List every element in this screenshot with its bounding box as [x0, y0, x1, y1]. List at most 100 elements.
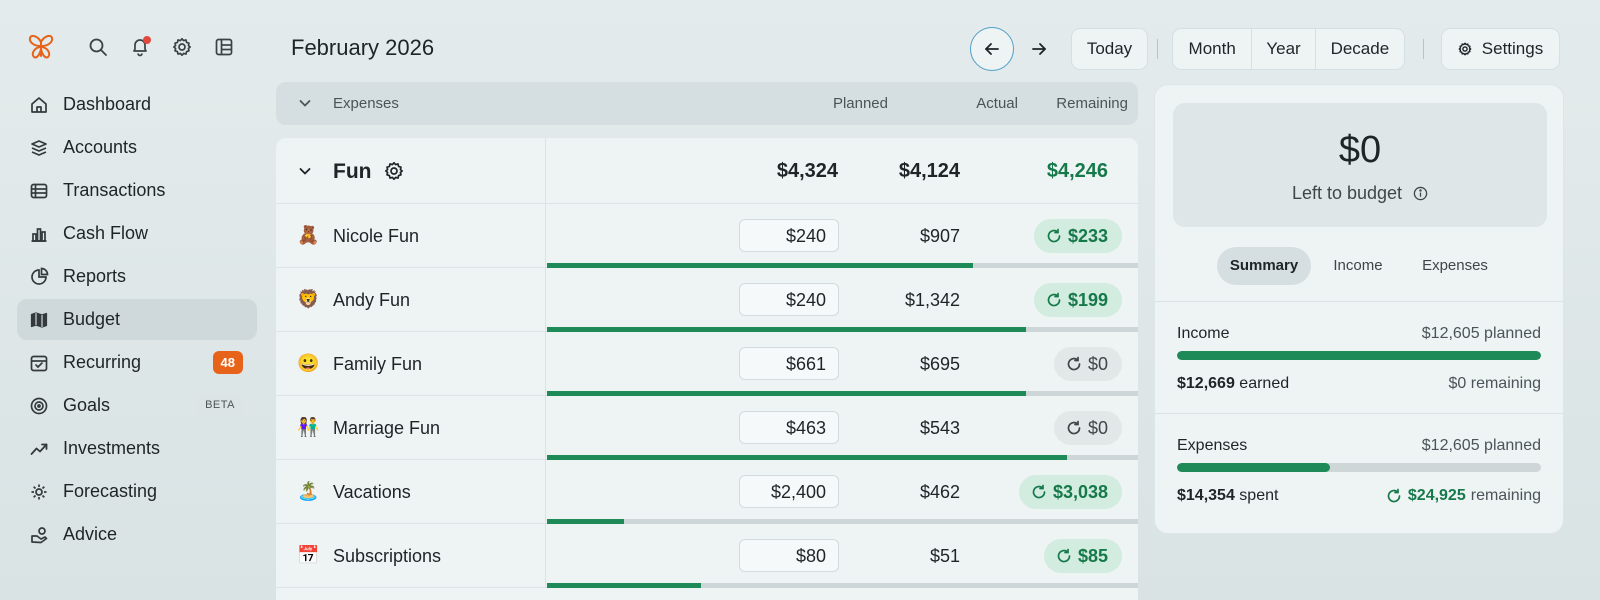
- sidebar-item-label: Recurring: [63, 352, 142, 372]
- category-name: Andy Fun: [333, 290, 411, 310]
- table-row[interactable]: 📅 Subscriptions $80 $51 $85: [276, 524, 1138, 588]
- remaining-pill[interactable]: $233: [1033, 219, 1122, 253]
- view-decade-button[interactable]: Decade: [1330, 39, 1390, 58]
- sidebar-item-advice[interactable]: Advice: [17, 514, 257, 555]
- remaining-pill[interactable]: $199: [1033, 283, 1122, 317]
- progress-fill: [547, 327, 1026, 332]
- arrow-right-icon: [1032, 43, 1046, 55]
- expenses-planned: $12,605 planned: [1421, 437, 1541, 454]
- category-emoji: 😀: [297, 353, 320, 373]
- reports-icon: [29, 267, 49, 287]
- sidebar-item-label: Advice: [63, 524, 118, 544]
- butterfly-logo-icon[interactable]: [26, 32, 56, 62]
- remaining-amount: $0: [1087, 353, 1108, 374]
- map-icon: [29, 310, 49, 330]
- category-emoji: 🧸: [297, 225, 320, 245]
- actual-amount[interactable]: $543: [919, 418, 960, 438]
- actual-amount[interactable]: $907: [919, 226, 960, 246]
- expenses-section-header[interactable]: Expenses Planned Actual Remaining: [276, 82, 1138, 125]
- progress-bar: [547, 263, 1138, 268]
- progress-bar: [547, 391, 1138, 396]
- actual-amount[interactable]: $51: [929, 546, 960, 566]
- tab-summary[interactable]: Summary: [1217, 247, 1311, 285]
- planned-amount-input[interactable]: $240: [739, 219, 839, 252]
- income-earned-suffix: earned: [1239, 375, 1290, 392]
- settings-button[interactable]: Settings: [1441, 28, 1560, 70]
- income-remaining: $0 remaining: [1448, 375, 1542, 392]
- sidebar-item-recurring[interactable]: Recurring 48: [17, 342, 257, 383]
- progress-fill: [547, 455, 1068, 460]
- progress-bar: [547, 583, 1138, 588]
- gear-icon[interactable]: [172, 37, 192, 57]
- info-icon[interactable]: [1413, 186, 1428, 201]
- remaining-pill[interactable]: $3,038: [1018, 475, 1122, 509]
- chevron-down-icon[interactable]: [298, 96, 312, 110]
- tab-income[interactable]: Income: [1333, 257, 1383, 274]
- bell-icon[interactable]: [130, 36, 151, 57]
- actual-amount[interactable]: $462: [919, 482, 960, 502]
- sidebar-item-dashboard[interactable]: Dashboard: [17, 84, 257, 125]
- remaining-pill[interactable]: $0: [1053, 347, 1122, 381]
- left-to-budget-amount: $0: [1338, 129, 1382, 171]
- sidebar-item-label: Accounts: [63, 137, 138, 157]
- view-year-button[interactable]: Year: [1252, 29, 1316, 69]
- group-name: Fun: [333, 160, 372, 183]
- search-icon[interactable]: [88, 37, 108, 57]
- rollover-icon: [1067, 420, 1081, 435]
- next-month-button[interactable]: [1028, 38, 1050, 60]
- row-label-cell: [276, 460, 546, 523]
- table-row[interactable]: 😀 Family Fun $661 $695 $0: [276, 332, 1138, 396]
- today-button[interactable]: Today: [1071, 28, 1148, 70]
- sidebar-item-label: Investments: [63, 438, 161, 458]
- expenses-remaining: $24,925 remaining: [1386, 487, 1541, 505]
- expenses-label: Expenses: [1177, 437, 1248, 454]
- gear-icon: [1458, 42, 1472, 56]
- planned-amount-input[interactable]: $80: [739, 539, 839, 572]
- planned-amount-input[interactable]: $661: [739, 347, 839, 380]
- group-row-fun[interactable]: Fun $4,324 $4,124 $4,246: [276, 138, 1138, 204]
- category-name: Family Fun: [333, 354, 423, 374]
- sidebar-item-goals[interactable]: Goals BETA: [17, 385, 257, 426]
- progress-fill: [547, 391, 1026, 396]
- planned-amount-input[interactable]: $2,400: [739, 475, 839, 508]
- progress-fill: [547, 519, 624, 524]
- layout-icon[interactable]: [214, 37, 234, 57]
- tab-expenses[interactable]: Expenses: [1422, 257, 1488, 274]
- rollover-icon: [1057, 548, 1071, 563]
- chevron-down-icon[interactable]: [298, 164, 312, 178]
- remaining-pill[interactable]: $85: [1043, 539, 1122, 573]
- sidebar-item-accounts[interactable]: Accounts: [17, 127, 257, 168]
- view-month-button[interactable]: Month: [1173, 29, 1253, 69]
- previous-month-button[interactable]: [970, 27, 1014, 71]
- settings-label: Settings: [1481, 39, 1544, 58]
- table-row[interactable]: 👫 Marriage Fun $463 $543 $0: [276, 396, 1138, 460]
- sidebar-item-investments[interactable]: Investments: [17, 428, 257, 469]
- expenses-progress-fill: [1177, 463, 1330, 472]
- category-emoji: 👫: [297, 417, 320, 437]
- actual-amount[interactable]: $1,342: [904, 290, 960, 310]
- planned-amount-input[interactable]: $463: [739, 411, 839, 444]
- table-row[interactable]: 🧸 Nicole Fun $240 $907 $233: [276, 204, 1138, 268]
- left-to-budget-text: Left to budget: [1291, 183, 1403, 203]
- sidebar-item-transactions[interactable]: Transactions: [17, 170, 257, 211]
- row-label-cell: [276, 138, 546, 203]
- table-row[interactable]: 🏝️ Vacations $2,400 $462 $3,038: [276, 460, 1138, 524]
- advice-icon: [29, 525, 49, 545]
- expenses-spent-suffix: spent: [1239, 487, 1279, 504]
- sidebar-item-cash-flow[interactable]: Cash Flow: [17, 213, 257, 254]
- actual-amount[interactable]: $695: [919, 354, 960, 374]
- sidebar-item-reports[interactable]: Reports: [17, 256, 257, 297]
- remaining-pill[interactable]: $0: [1053, 411, 1122, 445]
- planned-amount-input[interactable]: $240: [739, 283, 839, 316]
- gear-icon[interactable]: [384, 161, 404, 181]
- group-actual: $4,124: [898, 160, 960, 182]
- table-row[interactable]: 🦁 Andy Fun $240 $1,342 $199: [276, 268, 1138, 332]
- remaining-amount: $3,038: [1052, 481, 1108, 502]
- sidebar-item-budget[interactable]: Budget: [17, 299, 257, 340]
- transactions-icon: [29, 181, 49, 201]
- header-divider: [1423, 39, 1424, 59]
- sidebar-item-forecasting[interactable]: Forecasting: [17, 471, 257, 512]
- progress-fill: [547, 583, 701, 588]
- panel-divider: [1155, 413, 1563, 414]
- cash-flow-icon: [29, 224, 49, 244]
